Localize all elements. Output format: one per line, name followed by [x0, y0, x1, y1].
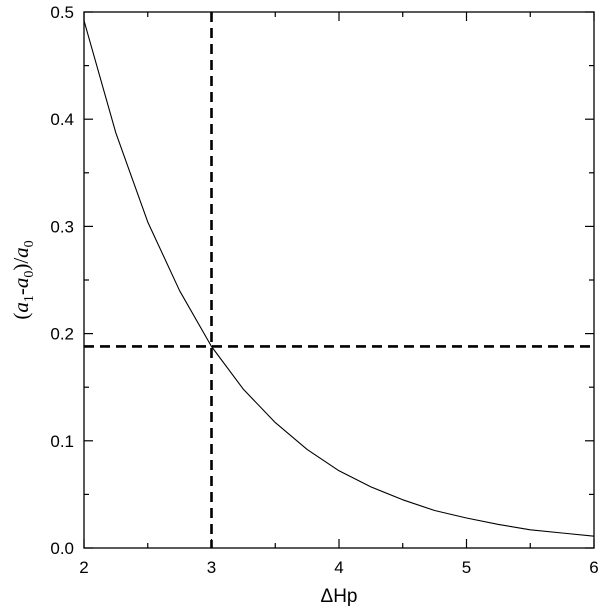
y-tick-label: 0.0: [50, 539, 74, 558]
y-axis-title-open: (: [9, 313, 33, 320]
y-tick-label: 0.5: [50, 3, 74, 22]
y-axis-title-sub1: 1: [22, 295, 37, 302]
y-tick-label: 0.3: [50, 217, 74, 236]
x-tick-label: 5: [462, 558, 471, 577]
y-axis-title-a0: a: [9, 278, 33, 289]
y-axis-title-sub2: 0: [22, 240, 37, 247]
x-tick-label: 2: [79, 558, 88, 577]
svg-text:(a1-a0)/a0: (a1-a0)/a0: [9, 240, 37, 319]
series-line: [83, 20, 595, 537]
x-tick-label: 6: [589, 558, 598, 577]
y-axis-title: (a1-a0)/a0: [9, 240, 37, 319]
y-tick-label: 0.4: [50, 110, 74, 129]
reference-lines: [84, 12, 594, 548]
x-tick-label: 3: [207, 558, 216, 577]
y-axis-title-a1: a: [9, 302, 33, 313]
y-axis-title-close: )/: [9, 258, 33, 271]
x-tick-label: 4: [334, 558, 343, 577]
series-group: [83, 20, 595, 537]
x-axis-title: ΔHp: [321, 586, 358, 607]
axis-tick-labels: 2 3 4 5 6 0.0 0.1 0.2 0.3 0.4 0.5: [50, 3, 598, 577]
plot-frame: [83, 11, 595, 549]
y-axis-title-dash: -: [9, 288, 33, 295]
axis-ticks: [83, 11, 595, 549]
y-axis-title-sub0: 0: [22, 271, 37, 278]
y-tick-label: 0.1: [50, 432, 74, 451]
y-axis-title-a2: a: [9, 247, 33, 258]
y-tick-label: 0.2: [50, 325, 74, 344]
